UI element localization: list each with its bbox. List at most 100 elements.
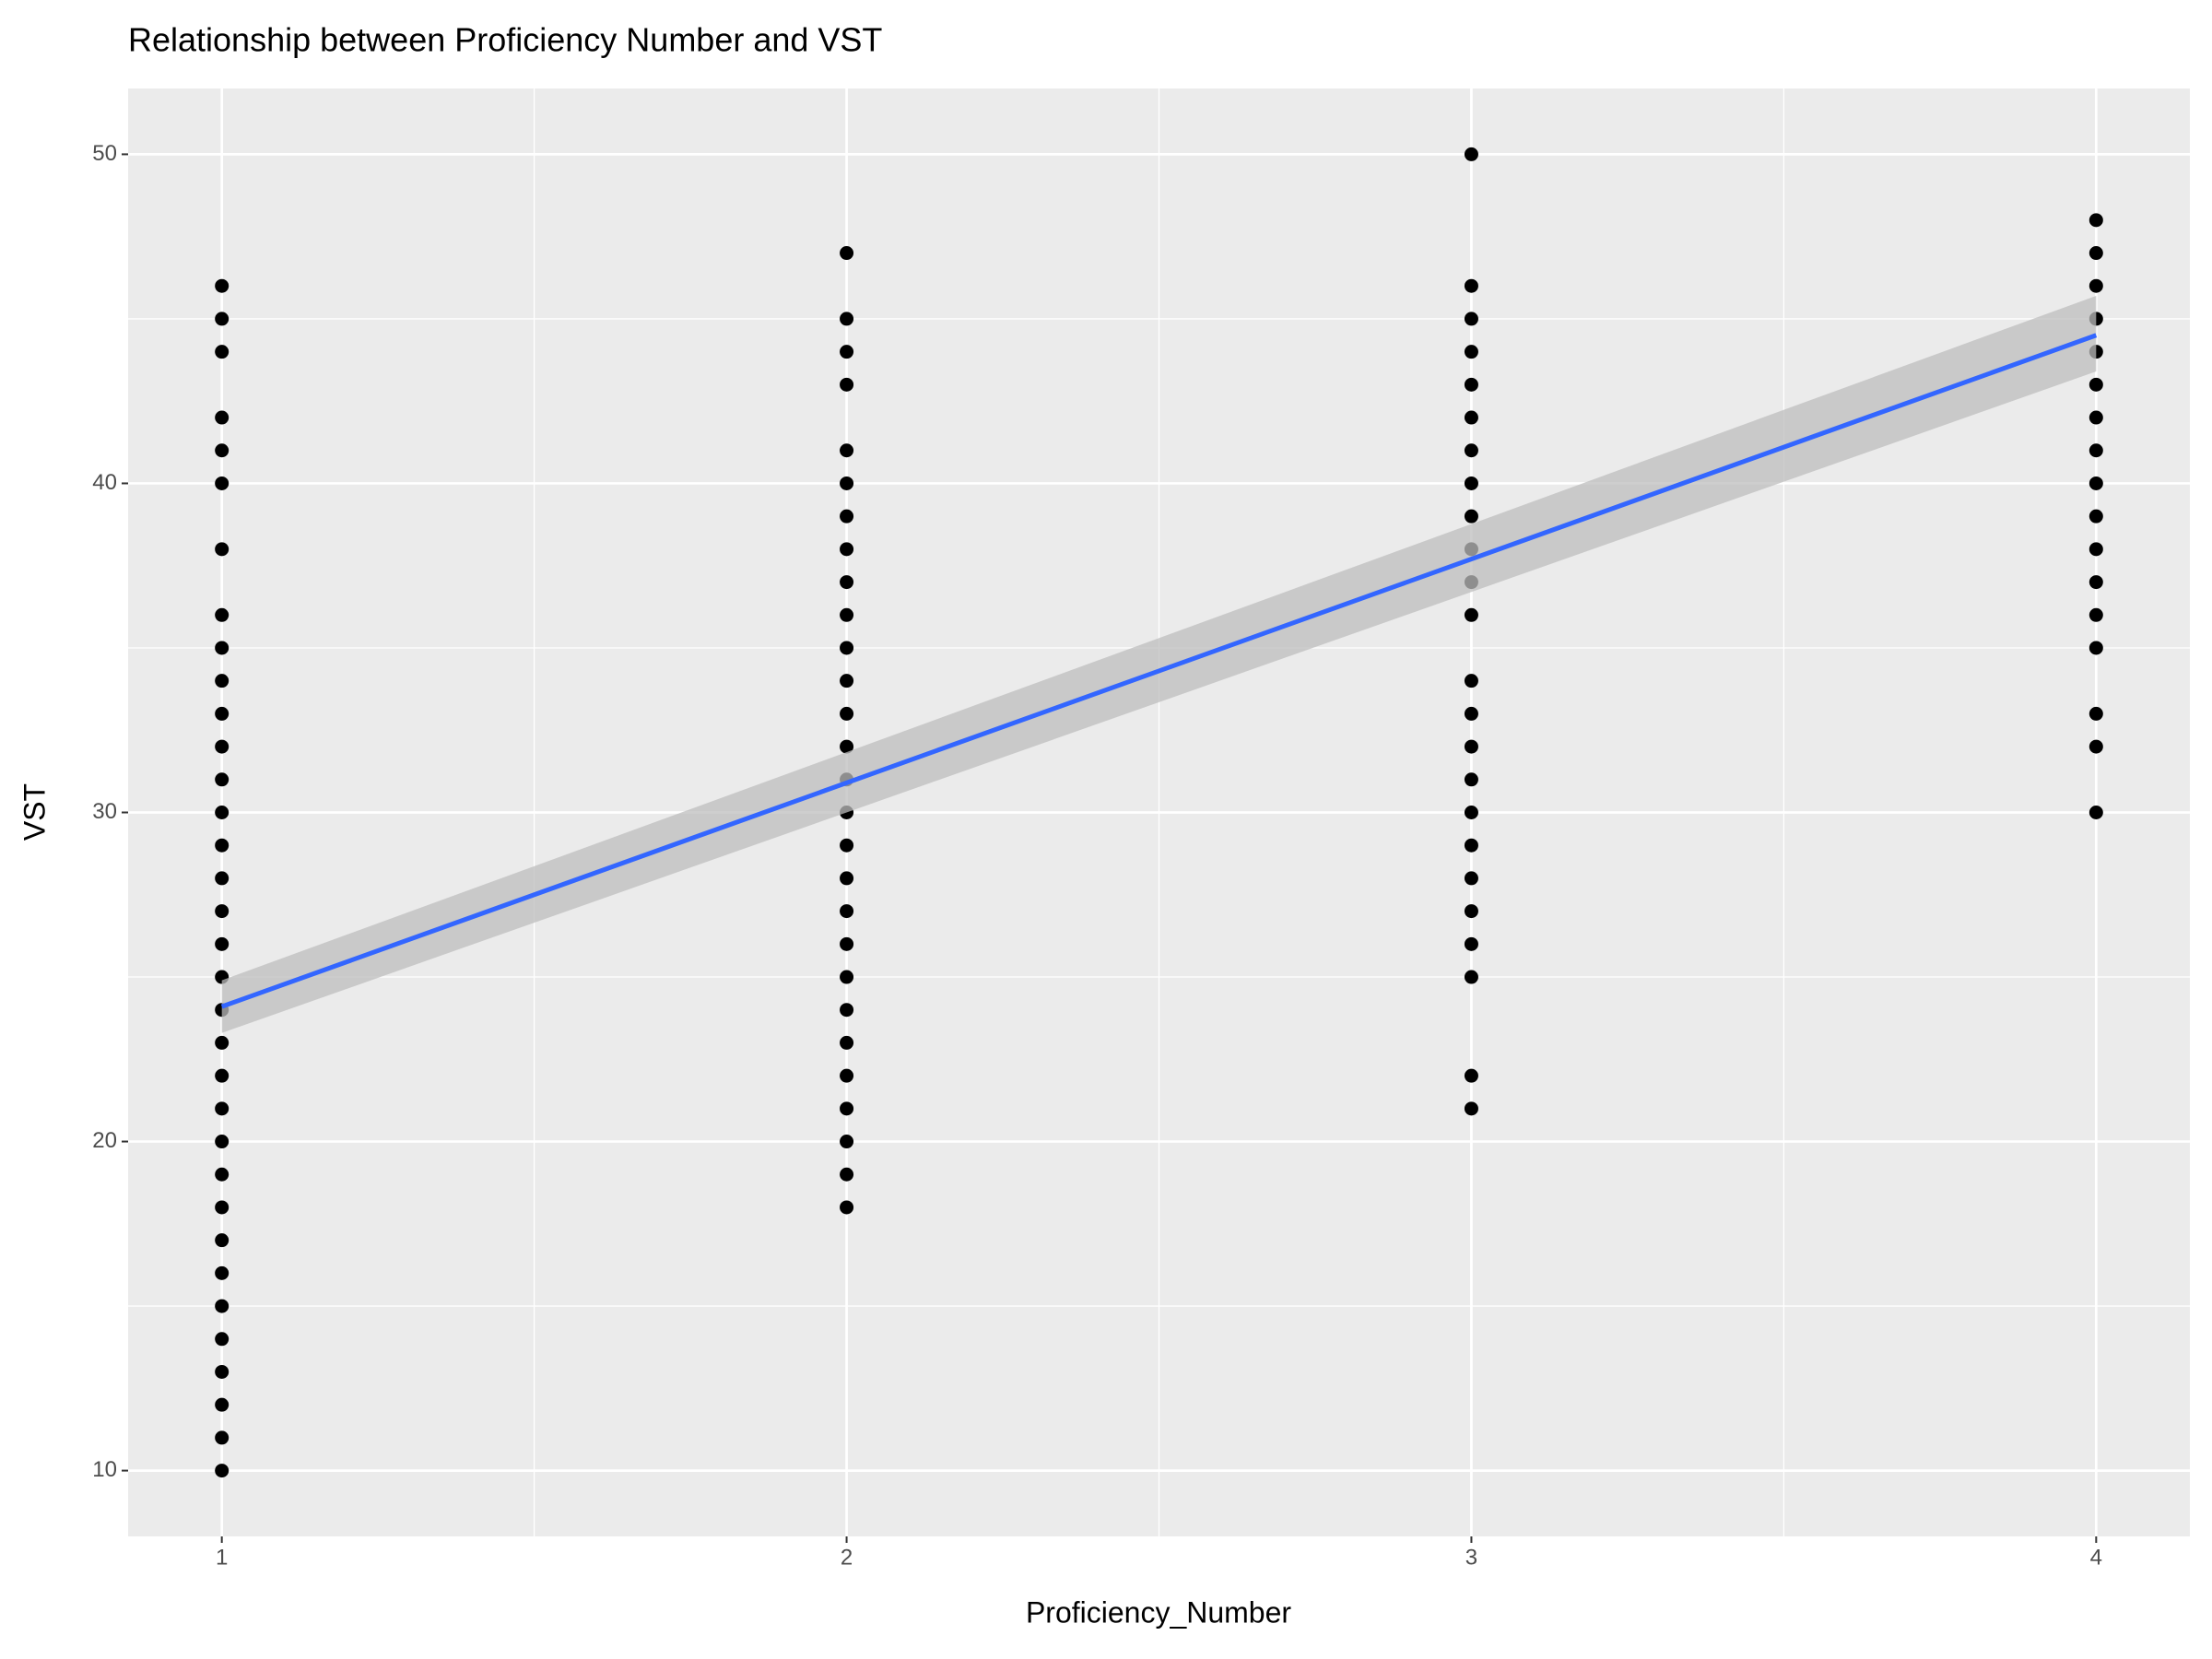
point [215,904,229,919]
point [840,1035,854,1050]
point [840,904,854,919]
point [2088,377,2103,392]
point [1464,838,1478,853]
point [215,1397,229,1412]
point [215,739,229,754]
point [840,674,854,688]
confidence-band [221,295,2097,1033]
point [215,936,229,951]
point [1464,674,1478,688]
point [840,246,854,261]
point [840,1068,854,1083]
point [2088,607,2103,622]
point [840,706,854,721]
point [840,838,854,853]
point [1464,312,1478,326]
point [2088,246,2103,261]
point [215,1200,229,1215]
point [215,772,229,787]
point [1464,147,1478,161]
point [1464,706,1478,721]
point [2088,443,2103,458]
point [840,443,854,458]
point [1464,772,1478,787]
x-axis-title: Proficiency_Number [1026,1595,1291,1629]
point [840,1135,854,1149]
point [215,838,229,853]
point [2088,641,2103,655]
point [215,1068,229,1083]
point [215,1101,229,1116]
point [840,312,854,326]
point [2088,476,2103,490]
point [215,806,229,819]
point [1464,1101,1478,1116]
point [1464,904,1478,919]
point [215,674,229,688]
point [840,970,854,984]
y-axis-title: VST [18,783,51,841]
point [2088,410,2103,425]
x-tick-label: 2 [841,1545,853,1570]
y-tick-label: 20 [92,1128,117,1153]
point [1464,410,1478,425]
chart-title: Relationship between Proficiency Number … [128,21,882,59]
point [215,607,229,622]
point [1464,806,1478,819]
point [840,936,854,951]
point [215,1464,229,1478]
point [215,1299,229,1313]
point [1464,1068,1478,1083]
point [1464,476,1478,490]
point [2088,278,2103,293]
point [840,345,854,359]
point [840,871,854,886]
point [2088,806,2103,819]
point [215,1430,229,1445]
point [840,476,854,490]
point [1464,377,1478,392]
point [840,575,854,590]
point [840,542,854,557]
point [2088,575,2103,590]
point [840,641,854,655]
point [215,1233,229,1248]
point [1464,443,1478,458]
point [840,739,854,754]
fit-line [220,333,2098,1009]
point [840,607,854,622]
point [2088,739,2103,754]
point [1464,607,1478,622]
point [840,509,854,524]
point [840,1200,854,1215]
point [215,345,229,359]
x-tick-label: 3 [1465,1545,1477,1570]
y-tick-label: 40 [92,470,117,495]
x-tick-label: 4 [2090,1545,2102,1570]
point [1464,509,1478,524]
point [2088,706,2103,721]
point [215,476,229,490]
point [1464,970,1478,984]
point [215,641,229,655]
y-tick-label: 10 [92,1457,117,1482]
point [215,706,229,721]
y-tick-label: 30 [92,799,117,824]
point [215,1364,229,1379]
point [840,1003,854,1018]
point [215,871,229,886]
point [215,1035,229,1050]
point [1464,278,1478,293]
point [1464,936,1478,951]
point [215,542,229,557]
point [840,377,854,392]
point [215,1265,229,1280]
point [215,278,229,293]
point [840,1101,854,1116]
point [215,443,229,458]
point [1464,871,1478,886]
point [215,410,229,425]
point [1464,345,1478,359]
